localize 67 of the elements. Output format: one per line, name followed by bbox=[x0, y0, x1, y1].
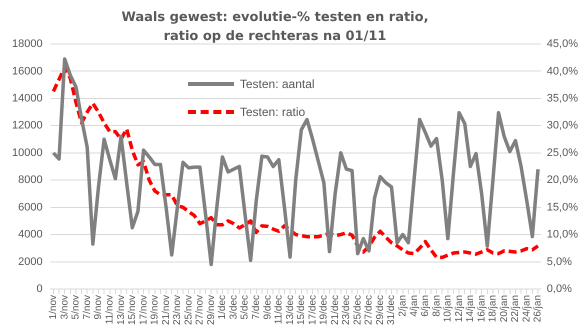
x-tick-label: 8/jan bbox=[431, 294, 442, 317]
y2-tick-label: 35,0% bbox=[546, 92, 578, 104]
x-tick-label: 18/jan bbox=[488, 294, 499, 322]
x-tick-label: 25/nov bbox=[183, 294, 194, 326]
y2-tick-label: 20,0% bbox=[546, 174, 578, 186]
x-tick-label: 3/nov bbox=[59, 294, 70, 320]
x-tick-label: 20/jan bbox=[498, 294, 510, 322]
x-tick-label: 29/dec bbox=[374, 294, 386, 326]
x-tick-label: 1/dec bbox=[217, 294, 228, 320]
x-tick-label: 21/nov bbox=[160, 294, 172, 326]
y2-tick-label: 45,0% bbox=[546, 38, 578, 50]
x-tick-label: 26/jan bbox=[532, 294, 544, 322]
x-tick-label: 19/dec bbox=[318, 294, 330, 326]
y2-tick-label: 30,0% bbox=[546, 120, 578, 132]
y-tick-label: 2000 bbox=[18, 256, 43, 268]
y-tick-label: 14000 bbox=[12, 92, 43, 104]
x-tick-label: 14/jan bbox=[465, 294, 476, 322]
x-tick-label: 11/dec bbox=[274, 294, 285, 324]
chart-title: Waals gewest: evolutie-% testen en ratio, ratio op de rechteras na 01/11 bbox=[120, 9, 430, 46]
y-tick-label: 4000 bbox=[18, 228, 43, 241]
x-tick-label: 16/jan bbox=[476, 294, 488, 322]
x-tick-label: 7/nov bbox=[82, 294, 93, 320]
x-tick-label: 15/nov bbox=[127, 294, 138, 326]
x-tick-label: 9/nov bbox=[93, 294, 104, 320]
x-tick-label: 5/nov bbox=[70, 294, 82, 320]
x-tick-label: 31/dec bbox=[386, 294, 398, 326]
x-tick-label: 10/jan bbox=[442, 294, 454, 322]
y-tick-label: 18000 bbox=[12, 38, 43, 50]
x-tick-label: 29/nov bbox=[206, 294, 217, 326]
x-tick-label: 6/jan bbox=[420, 294, 432, 317]
y2-tick-label: 15,0% bbox=[546, 201, 578, 214]
x-tick-label: 24/jan bbox=[521, 294, 532, 322]
y-tick-label: 0 bbox=[36, 283, 43, 296]
x-tick-label: 4/jan bbox=[408, 294, 420, 317]
x-tick-label: 1/nov bbox=[48, 294, 60, 320]
x-tick-label: 25/dec bbox=[352, 294, 364, 326]
x-tick-label: 13/nov bbox=[116, 294, 127, 326]
legend-label: Testen: ratio bbox=[240, 104, 306, 119]
x-tick-label: 11/nov bbox=[104, 294, 116, 324]
x-tick-label: 17/nov bbox=[138, 294, 150, 326]
x-tick-label: 7/dec bbox=[251, 294, 262, 320]
x-tick-label: 13/dec bbox=[284, 294, 296, 326]
y-tick-label: 10000 bbox=[12, 146, 43, 159]
y2-tick-label: 5,0% bbox=[546, 256, 572, 268]
y2-tick-label: 40,0% bbox=[546, 65, 578, 78]
x-tick-label: 5/dec bbox=[240, 294, 251, 320]
x-tick-label: 27/dec bbox=[364, 294, 375, 326]
x-tick-label: 2/jan bbox=[398, 294, 409, 317]
y2-tick-label: 0,0% bbox=[546, 283, 572, 296]
x-tick-label: 12/jan bbox=[454, 294, 465, 322]
x-tick-label: 3/dec bbox=[228, 294, 240, 320]
y2-tick-label: 25,0% bbox=[546, 146, 578, 159]
y-tick-label: 16000 bbox=[12, 65, 43, 78]
x-tick-label: 15/dec bbox=[296, 294, 308, 326]
x-tick-label: 27/nov bbox=[194, 294, 206, 326]
x-tick-label: 23/dec bbox=[341, 294, 352, 326]
legend-label: Testen: aantal bbox=[240, 77, 315, 92]
x-tick-label: 21/dec bbox=[330, 294, 341, 326]
x-tick-label: 9/dec bbox=[262, 294, 274, 320]
y2-tick-label: 10,0% bbox=[546, 228, 578, 241]
y-tick-label: 8000 bbox=[18, 174, 43, 186]
y-tick-label: 12000 bbox=[12, 120, 43, 132]
x-tick-label: 17/dec bbox=[307, 294, 318, 326]
y-tick-label: 6000 bbox=[18, 201, 43, 214]
x-tick-label: 23/nov bbox=[172, 294, 184, 326]
x-tick-label: 19/nov bbox=[150, 294, 161, 326]
x-tick-label: 22/jan bbox=[510, 294, 522, 322]
